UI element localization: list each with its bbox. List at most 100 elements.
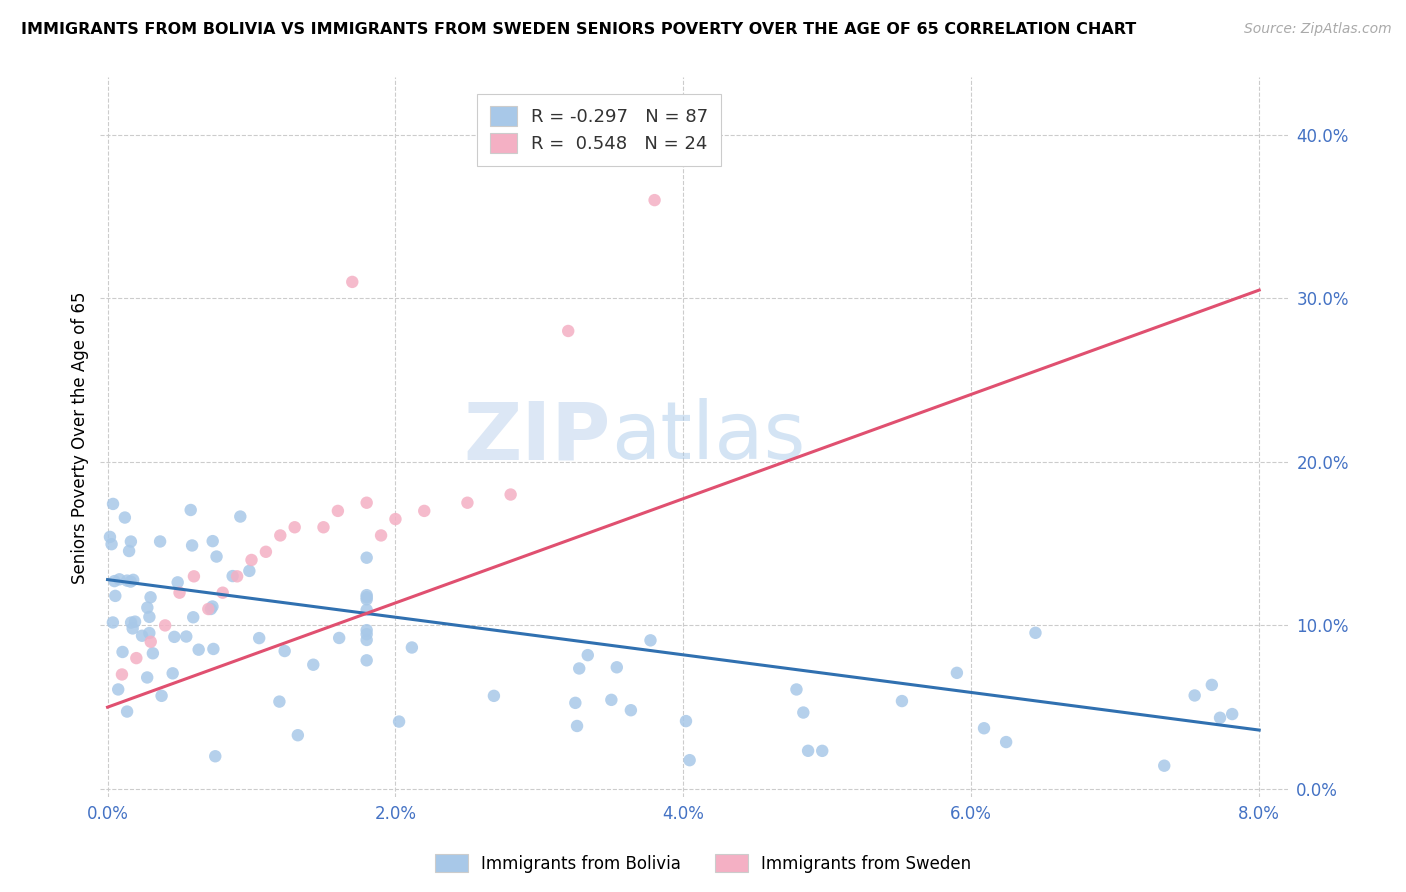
Point: [124, 615, 146, 629]
Point: [370, 528, 392, 542]
Point: [240, 553, 263, 567]
Legend: Immigrants from Bolivia, Immigrants from Sweden: Immigrants from Bolivia, Immigrants from…: [427, 847, 979, 880]
Point: [1153, 758, 1175, 772]
Point: [111, 645, 134, 659]
Point: [1220, 707, 1243, 722]
Point: [181, 539, 204, 553]
Point: [115, 574, 138, 588]
Point: [946, 665, 969, 680]
Point: [557, 324, 579, 338]
Point: [122, 573, 145, 587]
Point: [202, 642, 225, 657]
Point: [211, 585, 233, 599]
Point: [326, 504, 349, 518]
Point: [201, 534, 224, 549]
Point: [388, 714, 411, 729]
Point: [131, 629, 153, 643]
Point: [205, 549, 228, 564]
Point: [675, 714, 697, 728]
Point: [181, 610, 204, 624]
Point: [284, 520, 307, 534]
Point: [356, 496, 378, 510]
Text: Source: ZipAtlas.com: Source: ZipAtlas.com: [1244, 22, 1392, 37]
Point: [356, 550, 378, 565]
Point: [600, 693, 623, 707]
Point: [226, 569, 249, 583]
Point: [797, 744, 820, 758]
Point: [221, 569, 243, 583]
Text: atlas: atlas: [612, 399, 806, 476]
Text: IMMIGRANTS FROM BOLIVIA VS IMMIGRANTS FROM SWEDEN SENIORS POVERTY OVER THE AGE O: IMMIGRANTS FROM BOLIVIA VS IMMIGRANTS FR…: [21, 22, 1136, 37]
Point: [201, 599, 224, 614]
Point: [138, 626, 160, 640]
Point: [269, 528, 291, 542]
Point: [166, 575, 188, 590]
Point: [356, 603, 378, 617]
Point: [620, 703, 643, 717]
Point: [139, 634, 162, 648]
Point: [973, 721, 995, 735]
Point: [142, 646, 165, 660]
Point: [247, 631, 270, 645]
Point: [153, 618, 176, 632]
Point: [356, 632, 378, 647]
Point: [138, 610, 160, 624]
Point: [384, 512, 406, 526]
Point: [785, 682, 807, 697]
Point: [111, 667, 134, 681]
Point: [413, 504, 436, 518]
Point: [499, 487, 522, 501]
Point: [118, 544, 141, 558]
Point: [356, 592, 378, 607]
Point: [792, 706, 814, 720]
Point: [565, 719, 588, 733]
Point: [180, 503, 202, 517]
Point: [273, 644, 295, 658]
Point: [287, 728, 309, 742]
Legend: R = -0.297   N = 87, R =  0.548   N = 24: R = -0.297 N = 87, R = 0.548 N = 24: [477, 94, 721, 166]
Point: [356, 588, 378, 602]
Point: [995, 735, 1018, 749]
Point: [890, 694, 912, 708]
Point: [312, 520, 335, 534]
Point: [269, 695, 291, 709]
Point: [644, 193, 666, 207]
Point: [197, 602, 219, 616]
Point: [101, 615, 124, 630]
Point: [1024, 625, 1046, 640]
Text: ZIP: ZIP: [464, 399, 612, 476]
Point: [103, 574, 125, 588]
Point: [115, 705, 138, 719]
Y-axis label: Seniors Poverty Over the Age of 65: Seniors Poverty Over the Age of 65: [72, 291, 89, 583]
Point: [1209, 711, 1232, 725]
Point: [606, 660, 628, 674]
Point: [114, 510, 136, 524]
Point: [564, 696, 586, 710]
Point: [238, 564, 260, 578]
Point: [162, 666, 184, 681]
Point: [104, 589, 127, 603]
Point: [229, 509, 252, 524]
Point: [136, 670, 159, 684]
Point: [150, 689, 173, 703]
Point: [98, 530, 121, 544]
Point: [204, 749, 226, 764]
Point: [1201, 678, 1223, 692]
Point: [120, 615, 142, 630]
Point: [121, 622, 143, 636]
Point: [328, 631, 350, 645]
Point: [149, 534, 172, 549]
Point: [108, 572, 131, 586]
Point: [107, 682, 129, 697]
Point: [811, 744, 834, 758]
Point: [200, 602, 222, 616]
Point: [101, 497, 124, 511]
Point: [136, 600, 159, 615]
Point: [100, 537, 122, 551]
Point: [356, 590, 378, 604]
Point: [678, 753, 700, 767]
Point: [163, 630, 186, 644]
Point: [254, 545, 277, 559]
Point: [482, 689, 505, 703]
Point: [120, 574, 142, 589]
